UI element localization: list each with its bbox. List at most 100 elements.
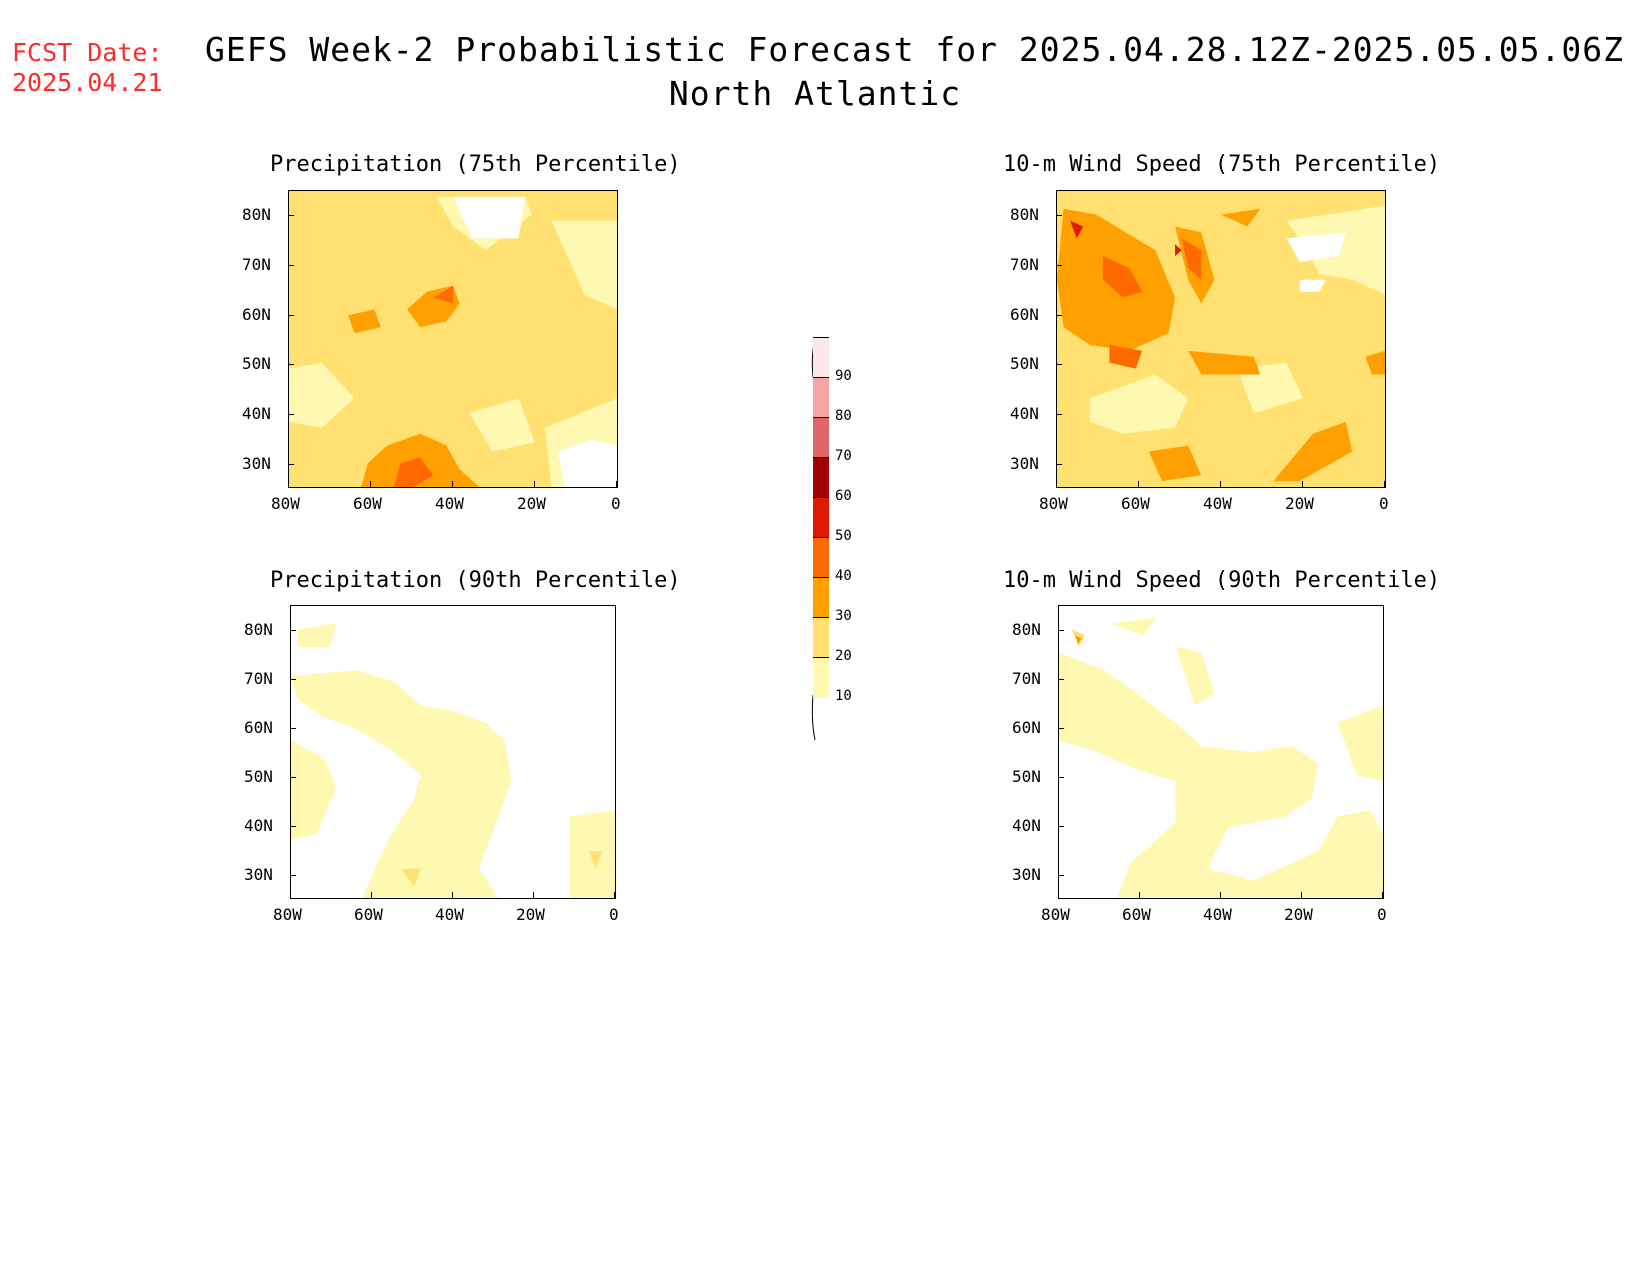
latitude-tick	[290, 629, 296, 631]
colorbar-swatch	[813, 337, 829, 378]
coastline	[1085, 740, 1104, 763]
probability-contour-region	[1102, 256, 1143, 298]
colorbar-label: 20	[835, 648, 852, 664]
probability-field	[1057, 191, 1385, 487]
coastline	[343, 618, 563, 726]
probability-field	[289, 191, 617, 487]
coastline	[1306, 463, 1326, 472]
longitude-tick-label: 40W	[1203, 494, 1232, 513]
title-line-1: GEFS Week-2 Probabilistic Forecast for 2…	[205, 30, 1625, 69]
coastline	[1057, 250, 1096, 297]
longitude-tick-label: 20W	[1285, 494, 1314, 513]
colorbar-swatch	[813, 657, 829, 698]
probability-contour-region	[393, 457, 434, 487]
latitude-tick-label: 60N	[1010, 304, 1039, 324]
probability-contour-region	[1273, 421, 1353, 482]
longitude-tick-label: 40W	[435, 905, 464, 924]
longitude-tick-label: 60W	[354, 905, 383, 924]
latitude-tick-label: 40N	[1010, 404, 1039, 424]
probability-contour-region	[348, 309, 381, 334]
colorbar-label: 30	[835, 608, 852, 624]
latitude-tick	[290, 678, 296, 680]
longitude-tick	[1384, 481, 1385, 487]
probability-field	[1059, 606, 1383, 898]
coastline	[315, 327, 335, 351]
colorbar-label: 50	[835, 528, 852, 544]
probability-contour-region	[1337, 705, 1383, 782]
probability-contour-region	[1181, 238, 1202, 280]
latitude-tick-label: 30N	[1010, 453, 1039, 473]
latitude-tick	[1058, 875, 1064, 877]
panel-title: Precipitation (75th Percentile)	[270, 152, 681, 177]
coastline	[518, 694, 563, 712]
probability-contour-region	[1365, 350, 1385, 375]
probability-contour-region	[1188, 350, 1261, 375]
coastline	[291, 664, 330, 711]
longitude-tick	[1302, 481, 1303, 487]
coastline	[584, 446, 617, 487]
longitude-tick	[614, 892, 615, 898]
forecast-date-value: 2025.04.21	[12, 68, 163, 97]
probability-contour-region	[433, 285, 453, 304]
colorbar-label: 60	[835, 488, 852, 504]
probability-contour-region	[1286, 232, 1346, 263]
latitude-tick	[1058, 826, 1064, 828]
coastline	[1057, 303, 1175, 463]
probability-contour-region	[401, 868, 421, 887]
latitude-tick-label: 70N	[1010, 254, 1039, 274]
latitude-tick-label: 70N	[242, 254, 271, 274]
longitude-tick-label: 0	[611, 494, 621, 513]
probability-contour-region	[1237, 362, 1303, 413]
coastline	[584, 321, 610, 362]
longitude-tick-label: 0	[1379, 494, 1389, 513]
coastline	[537, 875, 556, 884]
coastline	[359, 775, 382, 790]
latitude-tick-label: 30N	[242, 453, 271, 473]
longitude-tick-label: 60W	[1122, 905, 1151, 924]
coastline	[1352, 446, 1385, 487]
latitude-tick	[290, 875, 296, 877]
latitude-tick-label: 60N	[1012, 717, 1041, 737]
longitude-tick-label: 20W	[516, 905, 545, 924]
latitude-tick	[1058, 678, 1064, 680]
coastline	[1351, 857, 1383, 898]
probability-contour-region	[1175, 646, 1215, 706]
longitude-tick	[288, 481, 289, 487]
longitude-tick	[452, 481, 453, 487]
latitude-tick	[290, 826, 296, 828]
probability-contour-region	[291, 670, 512, 898]
latitude-tick-label: 50N	[242, 354, 271, 374]
latitude-tick-label: 80N	[242, 205, 271, 225]
colorbar-swatch	[813, 537, 829, 578]
probability-contour-region	[297, 623, 337, 647]
longitude-tick	[452, 892, 453, 898]
latitude-tick-label: 80N	[1010, 205, 1039, 225]
panel-title: 10-m Wind Speed (90th Percentile)	[1003, 568, 1441, 593]
probability-contour-region	[469, 398, 535, 452]
longitude-tick	[371, 892, 372, 898]
latitude-tick-label: 30N	[1012, 865, 1041, 885]
title-line-2: North Atlantic	[668, 74, 962, 113]
coastline	[1338, 752, 1351, 770]
latitude-tick	[1056, 314, 1062, 316]
latitude-tick	[1056, 414, 1062, 416]
colorbar-swatch	[813, 457, 829, 498]
latitude-tick-label: 70N	[1012, 668, 1041, 688]
probability-contour-region	[291, 740, 337, 840]
latitude-tick	[288, 364, 294, 366]
colorbar-swatch	[813, 617, 829, 658]
longitude-tick-label: 40W	[1203, 905, 1232, 924]
longitude-tick-label: 80W	[273, 905, 302, 924]
longitude-tick-label: 0	[1377, 905, 1387, 924]
probability-contour-region	[1175, 244, 1182, 257]
probability-contour-region	[1109, 344, 1143, 369]
latitude-tick	[290, 776, 296, 778]
latitude-tick-label: 30N	[244, 865, 273, 885]
longitude-tick	[1220, 892, 1221, 898]
latitude-tick-label: 50N	[244, 766, 273, 786]
coastline	[1305, 875, 1324, 884]
longitude-tick	[534, 481, 535, 487]
longitude-tick	[290, 892, 291, 898]
colorbar-label: 10	[835, 688, 852, 704]
latitude-tick	[288, 264, 294, 266]
